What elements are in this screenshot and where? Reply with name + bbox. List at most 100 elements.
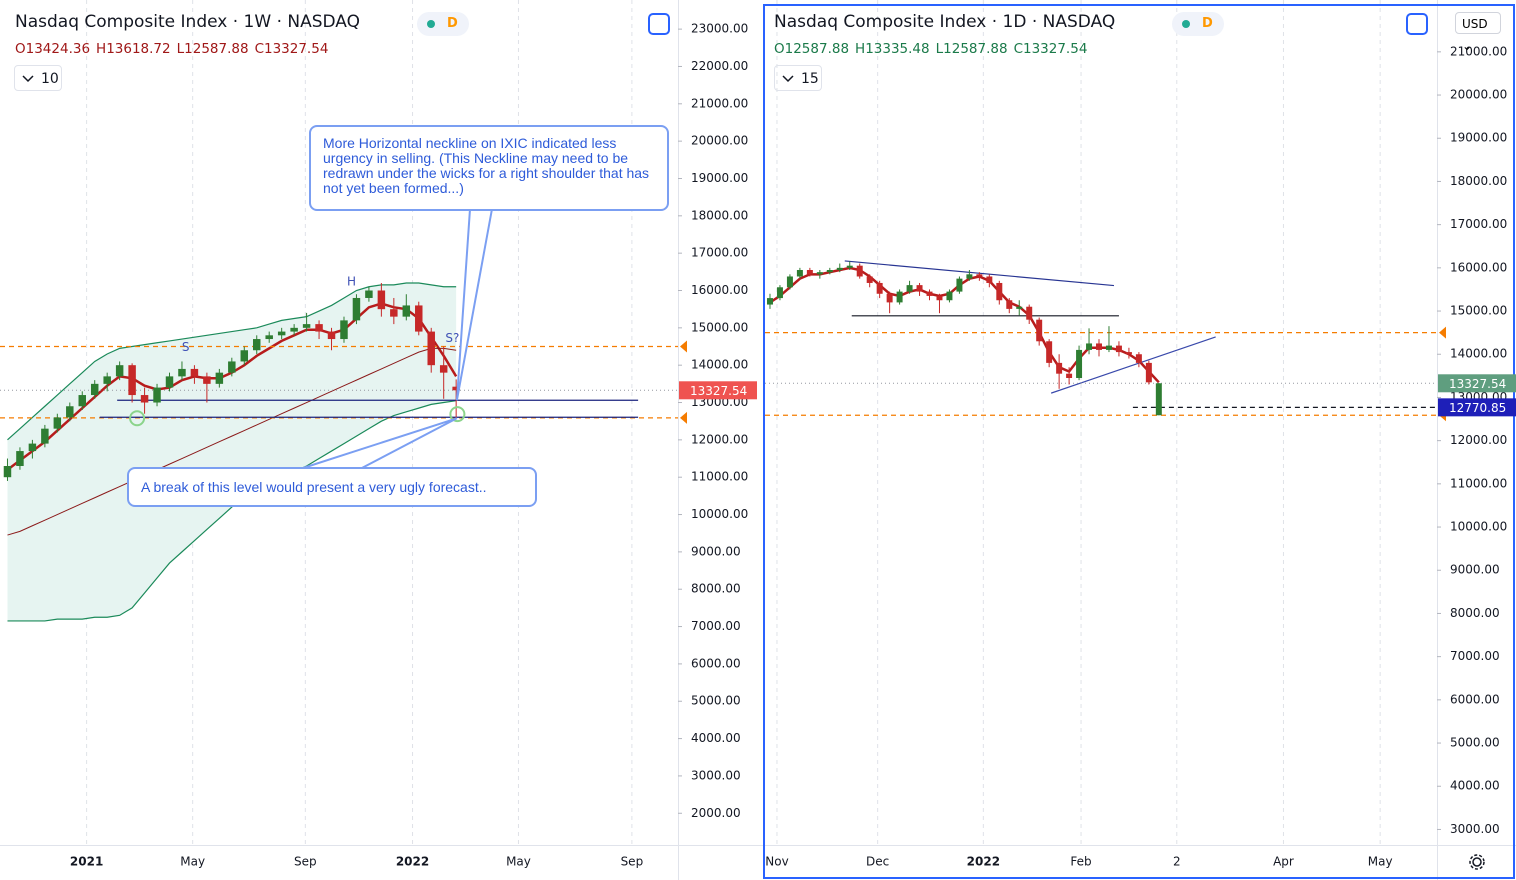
candle-body bbox=[1135, 354, 1142, 363]
currency-dropdown[interactable]: USD ⌄ bbox=[1455, 12, 1501, 53]
maximize-button[interactable] bbox=[648, 13, 670, 35]
indicator-line bbox=[7, 347, 457, 536]
candle-body bbox=[806, 270, 813, 275]
callout-pointer bbox=[455, 208, 493, 401]
active-pane-border bbox=[763, 4, 1515, 879]
y-tick-label: 21000.00 bbox=[1450, 44, 1507, 58]
y-tick-label: 2000.00 bbox=[691, 806, 741, 820]
candle-body bbox=[836, 267, 843, 271]
y-tick-label: 7000.00 bbox=[691, 619, 741, 633]
maximize-button[interactable] bbox=[1406, 13, 1428, 35]
candle-body bbox=[165, 376, 174, 388]
trend-line bbox=[1050, 336, 1216, 394]
candle-body bbox=[1145, 362, 1152, 383]
candle-body bbox=[916, 285, 923, 292]
x-tick-label: 2 bbox=[1173, 855, 1181, 869]
y-tick-label: 14000.00 bbox=[1450, 347, 1507, 361]
x-tick-label: Sep bbox=[294, 855, 317, 869]
price-tag bbox=[1438, 398, 1516, 417]
candle-body bbox=[452, 386, 460, 391]
indicator-count: 15 bbox=[801, 71, 819, 87]
y-tick-label: 7000.00 bbox=[1450, 649, 1500, 663]
candle-body bbox=[315, 324, 323, 332]
candle-body bbox=[415, 305, 423, 332]
candle-body bbox=[846, 265, 853, 268]
candle-body bbox=[365, 290, 373, 298]
ohlc-value: C13327.54 bbox=[254, 41, 329, 57]
price-tag-label: 13327.54 bbox=[690, 384, 747, 398]
candle-body bbox=[41, 428, 49, 444]
candle-body bbox=[956, 278, 963, 292]
candle-body bbox=[66, 406, 74, 418]
candle-body bbox=[766, 298, 773, 305]
y-tick-label: 11000.00 bbox=[691, 470, 748, 484]
x-tick-label: 2022 bbox=[967, 855, 1000, 869]
y-tick-label: 15000.00 bbox=[691, 320, 748, 334]
y-tick-label: 5000.00 bbox=[691, 694, 741, 708]
candle-body bbox=[153, 387, 161, 403]
y-tick-label: 6000.00 bbox=[1450, 692, 1500, 706]
level-marker bbox=[680, 340, 687, 353]
y-tick-label: 10000.00 bbox=[691, 507, 748, 521]
candle-body bbox=[976, 274, 983, 277]
y-tick-label: 12000.00 bbox=[691, 432, 748, 446]
y-tick-label: 18000.00 bbox=[691, 208, 748, 222]
callout: More Horizontal neckline on IXIC indicat… bbox=[309, 125, 669, 211]
ohlc-value: O12587.88 bbox=[774, 41, 850, 57]
y-tick-label: 14000.00 bbox=[691, 358, 748, 372]
chevron bbox=[782, 75, 794, 83]
status-badge[interactable]: D bbox=[417, 12, 469, 36]
status-dot bbox=[1182, 20, 1190, 28]
y-tick-label: 8000.00 bbox=[691, 582, 741, 596]
candle-body bbox=[876, 282, 883, 294]
candle-body bbox=[128, 365, 136, 396]
y-tick-label: 17000.00 bbox=[691, 246, 748, 260]
candle-body bbox=[796, 270, 803, 277]
pattern-label: S bbox=[182, 340, 190, 354]
candle-body bbox=[190, 368, 199, 377]
ohlc-value: H13335.48 bbox=[855, 41, 930, 57]
candle-body bbox=[1046, 341, 1053, 363]
candle-body bbox=[377, 290, 386, 310]
candle-body bbox=[203, 376, 211, 384]
y-tick-label: 20000.00 bbox=[1450, 88, 1507, 102]
candle-body bbox=[786, 276, 793, 288]
indicator-line bbox=[769, 266, 1160, 384]
candle-body bbox=[327, 331, 336, 340]
y-tick-label: 17000.00 bbox=[1450, 217, 1507, 231]
candle-body bbox=[1125, 352, 1132, 355]
candle-body bbox=[340, 320, 348, 340]
candle-body bbox=[776, 287, 783, 299]
x-tick-label: May bbox=[1368, 855, 1393, 869]
y-tick-label: 4000.00 bbox=[691, 731, 741, 745]
y-tick-label: 10000.00 bbox=[1450, 520, 1507, 534]
y-tick-label: 3000.00 bbox=[1450, 822, 1500, 836]
level-marker bbox=[1439, 326, 1446, 339]
candle-body bbox=[3, 466, 12, 478]
indicator-toggle[interactable]: 15 bbox=[774, 65, 822, 91]
y-tick-label: 19000.00 bbox=[1450, 131, 1507, 145]
pane: H S S? bbox=[0, 0, 678, 845]
indicator-count: 10 bbox=[41, 71, 59, 87]
candle-body bbox=[936, 295, 943, 301]
candle-body bbox=[253, 339, 261, 351]
y-tick-label: 3000.00 bbox=[691, 768, 741, 782]
candle-body bbox=[1036, 319, 1043, 342]
settings-icon[interactable] bbox=[1469, 854, 1485, 870]
candle-body bbox=[1105, 345, 1112, 350]
level-marker bbox=[680, 411, 687, 424]
y-tick-label: 16000.00 bbox=[1450, 260, 1507, 274]
candle-body bbox=[240, 350, 249, 362]
candle-body bbox=[439, 365, 448, 373]
status-badge[interactable]: D bbox=[1172, 12, 1224, 36]
candle-body bbox=[986, 276, 993, 283]
candle-body bbox=[352, 297, 361, 321]
price-tag-label: 12770.85 bbox=[1449, 401, 1506, 415]
ohlc-value: H13618.72 bbox=[96, 41, 171, 57]
candle-body bbox=[856, 265, 863, 277]
x-tick-label: Nov bbox=[765, 855, 788, 869]
x-tick-label: Dec bbox=[866, 855, 889, 869]
candle-body bbox=[402, 305, 411, 317]
indicator-toggle[interactable]: 10 bbox=[14, 65, 62, 91]
